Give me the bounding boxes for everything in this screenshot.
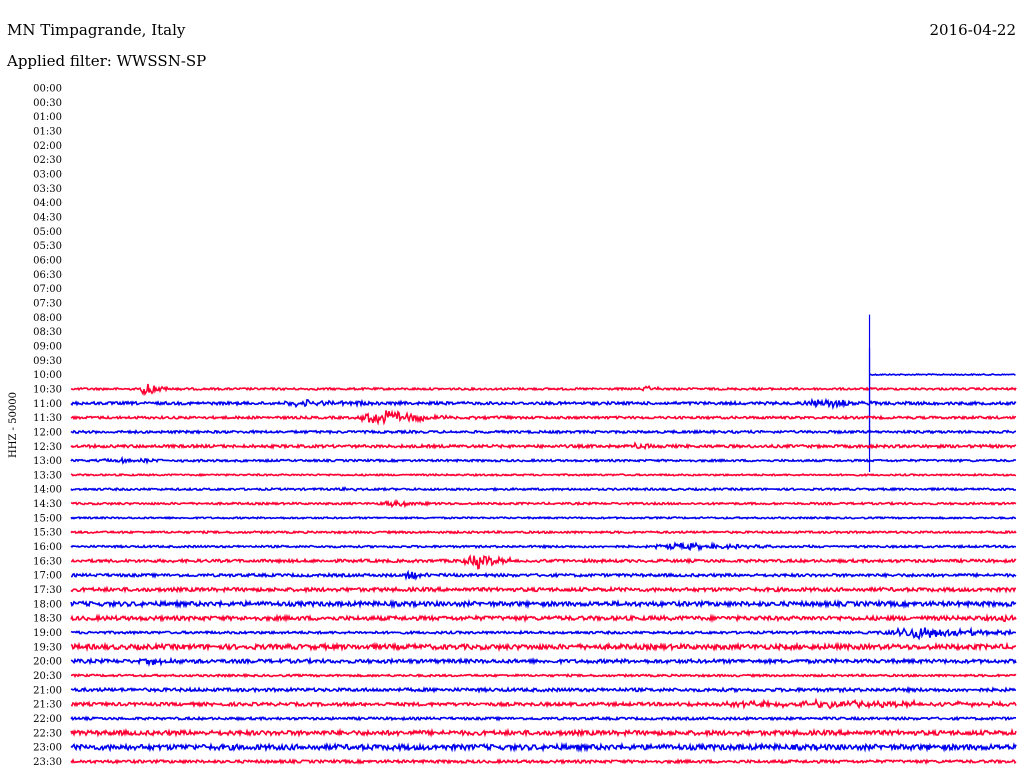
trace-line-2000 — [70, 656, 1017, 667]
trace-line-2200 — [70, 715, 1017, 722]
time-tick-label: 18:30 — [33, 614, 62, 625]
time-tick-label: 16:00 — [33, 542, 62, 553]
y-axis-label: HHZ - 50000 — [8, 392, 19, 458]
time-tick-label: 14:00 — [33, 485, 62, 496]
trace-line-1930 — [70, 641, 1017, 653]
trace-line-2130 — [70, 697, 1017, 710]
time-tick-label: 20:00 — [33, 657, 62, 668]
station-title: MN Timpagrande, Italy — [7, 21, 186, 39]
trace-line-1100 — [70, 397, 1017, 411]
time-tick-label: 15:00 — [33, 513, 62, 524]
time-tick-label: 13:30 — [33, 470, 62, 481]
trace-line-1330 — [70, 472, 1017, 478]
plot-date: 2016-04-22 — [930, 21, 1016, 39]
filter-label: Applied filter: WWSSN-SP — [6, 52, 206, 70]
time-tick-label: 12:00 — [33, 427, 62, 438]
time-tick-label: 07:30 — [33, 298, 62, 309]
time-tick-label: 09:30 — [33, 356, 62, 367]
trace-line-1630 — [70, 554, 1017, 570]
trace-line-1400 — [70, 486, 1017, 492]
trace-line-1130 — [70, 409, 1017, 426]
time-tick-label: 07:00 — [33, 284, 62, 295]
trace-line-2300 — [70, 741, 1017, 753]
time-tick-label: 04:00 — [33, 198, 62, 209]
time-tick-label: 17:00 — [33, 571, 62, 582]
trace-line-2030 — [71, 672, 1017, 679]
trace-line-1830 — [70, 613, 1017, 624]
time-tick-label: 06:30 — [33, 270, 62, 281]
time-tick-label: 21:30 — [33, 700, 62, 711]
time-tick-label: 23:00 — [33, 743, 62, 754]
time-tick-label: 22:00 — [33, 714, 62, 725]
time-tick-label: 18:00 — [33, 599, 62, 610]
time-tick-label: 19:30 — [33, 642, 62, 653]
time-tick-label: 06:00 — [33, 255, 62, 266]
time-tick-label: 14:30 — [33, 499, 62, 510]
trace-line-1230 — [70, 441, 1017, 451]
time-tick-label: 05:30 — [33, 241, 62, 252]
trace-line-1700 — [70, 569, 1017, 581]
time-tick-label: 03:00 — [33, 169, 62, 180]
trace-line-1500 — [70, 515, 1017, 521]
time-tick-label: 15:30 — [33, 528, 62, 539]
time-tick-label: 16:30 — [33, 556, 62, 567]
time-tick-label: 11:30 — [33, 413, 62, 424]
trace-line-1300 — [70, 455, 1017, 465]
time-tick-label: 21:00 — [33, 685, 62, 696]
time-tick-label: 04:30 — [33, 212, 62, 223]
time-tick-label: 00:30 — [33, 98, 62, 109]
time-tick-label: 17:30 — [33, 585, 62, 596]
time-tick-label: 00:00 — [33, 84, 62, 95]
trace-line-1030 — [70, 383, 1017, 397]
trace-line-1000 — [869, 373, 1016, 377]
trace-line-1800 — [70, 598, 1017, 610]
time-tick-label: 23:30 — [33, 757, 62, 768]
trace-line-2330 — [70, 758, 1017, 765]
time-tick-label: 19:00 — [33, 628, 62, 639]
trace-line-2100 — [70, 685, 1017, 695]
trace-line-1600 — [70, 541, 1016, 553]
time-tick-label: 11:00 — [33, 399, 62, 410]
time-tick-label: 10:30 — [33, 384, 62, 395]
time-tick-label: 01:00 — [33, 112, 62, 123]
time-tick-label: 09:00 — [33, 341, 62, 352]
time-tick-label: 05:00 — [33, 227, 62, 238]
trace-line-1430 — [70, 499, 1017, 509]
seismic-traces — [70, 314, 1017, 765]
trace-line-1900 — [70, 626, 1017, 641]
time-tick-label: 10:00 — [33, 370, 62, 381]
time-tick-label: 02:00 — [33, 141, 62, 152]
trace-line-1530 — [70, 529, 1017, 535]
trace-line-2230 — [70, 727, 1017, 738]
time-tick-label: 08:30 — [33, 327, 62, 338]
trace-line-1730 — [70, 585, 1017, 594]
time-tick-labels: 00:00 00:30 01:00 01:30 02:00 02:30 03:00 03:30… — [33, 84, 62, 769]
time-tick-label: 22:30 — [33, 728, 62, 739]
time-tick-label: 03:30 — [33, 184, 62, 195]
time-tick-label: 02:30 — [33, 155, 62, 166]
time-tick-label: 13:00 — [33, 456, 62, 467]
time-tick-label: 08:00 — [33, 313, 62, 324]
time-tick-label: 20:30 — [33, 671, 62, 682]
time-tick-label: 01:30 — [33, 126, 62, 137]
trace-line-1200 — [70, 428, 1017, 435]
time-tick-label: 12:30 — [33, 442, 62, 453]
